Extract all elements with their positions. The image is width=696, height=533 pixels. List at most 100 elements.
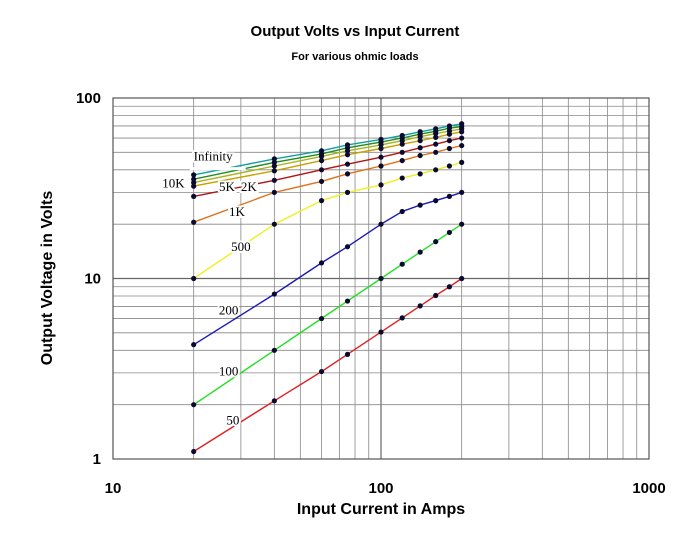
data-point: [191, 219, 197, 225]
data-point: [318, 368, 325, 375]
data-point: [344, 351, 351, 357]
y-tick-label: 10: [84, 271, 101, 288]
data-point: [399, 175, 405, 181]
data-point: [271, 398, 277, 404]
data-point: [378, 182, 384, 188]
data-point: [417, 202, 423, 208]
data-point: [433, 239, 439, 245]
data-point: [378, 221, 384, 227]
x-tick-label: 10: [105, 480, 122, 497]
data-point: [344, 161, 351, 167]
data-point: [433, 167, 439, 173]
chart-title: Output Volts vs Input Current: [251, 23, 460, 40]
series-line: [193, 161, 462, 280]
data-point: [318, 157, 325, 164]
series-label: 100: [219, 364, 239, 379]
data-point: [271, 177, 277, 183]
data-point: [446, 138, 453, 144]
data-point: [318, 198, 325, 204]
series-unlabeled: [191, 142, 465, 225]
data-point: [318, 315, 325, 322]
series-line: [193, 144, 462, 223]
data-point: [344, 244, 351, 250]
plot-frame: [112, 97, 650, 460]
data-point: [191, 183, 197, 189]
data-point: [399, 208, 405, 215]
series-label: 200: [219, 303, 239, 318]
data-point: [344, 171, 351, 177]
data-point: [271, 291, 277, 297]
data-point: [378, 329, 384, 335]
series-line: [193, 137, 462, 198]
data-point: [399, 149, 405, 155]
y-tick-label: 100: [76, 90, 101, 107]
data-point: [191, 275, 197, 282]
data-point: [378, 154, 384, 160]
data-point: [344, 189, 351, 195]
series-line: [193, 223, 463, 406]
series-line: [193, 123, 462, 176]
series-label: 1K: [229, 204, 246, 219]
data-point: [433, 149, 439, 155]
data-point: [399, 141, 405, 147]
data-point: [433, 292, 439, 299]
series-labels: Infinity 10K 5K 2K 1K 500 200 100 50: [160, 147, 259, 430]
data-point: [446, 131, 453, 137]
data-point: [344, 298, 351, 304]
data-point: [433, 130, 439, 137]
data-point: [378, 142, 384, 148]
series-label: 500: [231, 239, 251, 254]
series-50: [191, 275, 465, 455]
data-point: [399, 315, 405, 321]
data-point: [417, 138, 423, 144]
data-point: [417, 134, 423, 140]
plot-area: Infinity 10K 5K 2K 1K 500 200 100 50: [112, 97, 650, 460]
data-point: [399, 157, 405, 164]
data-point: [344, 148, 351, 154]
data-point: [417, 145, 423, 151]
series-line: [193, 131, 462, 187]
data-point: [271, 189, 277, 195]
series-100: [191, 221, 465, 408]
series-500: [191, 159, 465, 282]
data-point: [459, 189, 465, 195]
data-point: [417, 249, 423, 255]
data-point: [399, 261, 405, 267]
data-point: [318, 260, 325, 266]
data-point: [191, 448, 197, 455]
data-point: [318, 167, 325, 173]
data-point: [459, 275, 465, 282]
y-tick-label: 1: [93, 451, 101, 468]
data-point: [459, 221, 465, 227]
data-point: [191, 193, 197, 200]
x-tick-label: 100: [368, 480, 393, 497]
data-point: [271, 221, 277, 227]
series-label: 50: [226, 413, 239, 428]
series-line: [193, 128, 462, 184]
data-point: [271, 168, 277, 174]
series-line: [193, 125, 462, 180]
data-point: [191, 342, 197, 348]
data-point: [271, 163, 277, 169]
series-line: [193, 191, 462, 346]
series-line: [193, 277, 463, 453]
series-200: [191, 189, 465, 348]
series-label: 5K: [219, 179, 236, 194]
data-point: [459, 142, 465, 149]
series-label: 10K: [162, 175, 185, 190]
data-point: [318, 153, 325, 159]
data-point: [271, 159, 277, 165]
series-1k: [191, 135, 465, 200]
data-point: [318, 178, 325, 185]
data-point: [191, 172, 197, 178]
data-point: [446, 193, 453, 200]
data-point: [378, 275, 384, 282]
data-point: [446, 163, 453, 169]
data-point: [271, 347, 277, 353]
data-point: [433, 198, 439, 204]
data-point: [433, 141, 439, 147]
data-point: [433, 134, 439, 140]
data-point: [459, 135, 465, 141]
